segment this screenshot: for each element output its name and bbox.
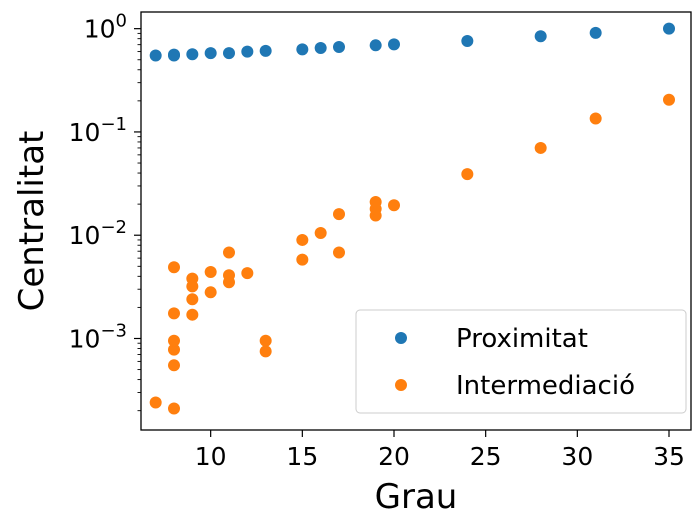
x-tick-label: 15 [286, 442, 318, 471]
data-point [168, 359, 180, 372]
data-point [589, 26, 602, 39]
data-point [149, 396, 162, 409]
data-point [314, 41, 327, 54]
data-point [168, 48, 180, 61]
data-point [223, 246, 235, 259]
data-point [388, 199, 400, 212]
series-proximitat [149, 22, 675, 62]
y-axis-label: Centralitat [12, 131, 52, 312]
data-point [296, 253, 309, 266]
legend-label-intermediacio: Intermediació [456, 371, 635, 401]
data-point [149, 49, 162, 62]
y-tick-label: 10−2 [69, 217, 127, 250]
data-point [186, 293, 199, 306]
data-point [168, 261, 180, 274]
data-point [534, 141, 547, 154]
y-tick-label: 100 [84, 11, 127, 44]
legend-marker-proximitat [395, 332, 407, 344]
data-point [223, 269, 235, 282]
legend-label-proximitat: Proximitat [456, 324, 588, 354]
data-point [241, 267, 254, 280]
data-point [259, 44, 272, 57]
x-tick-label: 35 [653, 442, 685, 471]
x-tick-label: 20 [378, 442, 410, 471]
data-point [223, 47, 235, 60]
data-point [461, 168, 474, 181]
data-point [333, 208, 345, 221]
data-point [259, 345, 272, 358]
data-point [168, 402, 180, 415]
data-point [168, 343, 180, 356]
data-point [204, 286, 217, 299]
data-points [149, 22, 675, 415]
data-point [241, 45, 254, 58]
x-axis-label: Grau [375, 477, 458, 512]
data-point [204, 47, 217, 60]
data-point [296, 43, 309, 56]
x-tick-label: 25 [470, 442, 502, 471]
legend-marker-intermediacio [395, 379, 407, 391]
data-point [369, 195, 382, 208]
legend: Proximitat Intermediació [355, 309, 687, 414]
data-point [186, 272, 199, 285]
data-point [369, 39, 382, 52]
data-point [534, 30, 547, 43]
data-point [388, 38, 400, 51]
y-axis-ticks: 10−3 10−2 10−1 100 [69, 11, 141, 412]
y-tick-label: 10−3 [69, 320, 127, 353]
data-point [663, 22, 675, 35]
data-point [204, 266, 217, 279]
data-point [296, 233, 309, 246]
data-point [314, 227, 327, 240]
data-point [663, 93, 675, 106]
data-point [333, 40, 345, 53]
data-point [186, 48, 199, 61]
data-point [186, 308, 199, 321]
data-point [168, 334, 180, 347]
x-tick-label: 30 [561, 442, 593, 471]
data-point [168, 307, 180, 320]
legend-box [355, 309, 687, 414]
x-axis-ticks: 10 15 20 25 30 35 [195, 430, 685, 471]
data-point [589, 112, 602, 125]
x-tick-label: 10 [195, 442, 227, 471]
data-point [259, 334, 272, 347]
y-tick-label: 10−1 [69, 114, 127, 147]
data-point [461, 34, 474, 47]
series-intermediacio [149, 93, 675, 415]
plot-frame [140, 11, 692, 431]
data-point [333, 246, 345, 259]
